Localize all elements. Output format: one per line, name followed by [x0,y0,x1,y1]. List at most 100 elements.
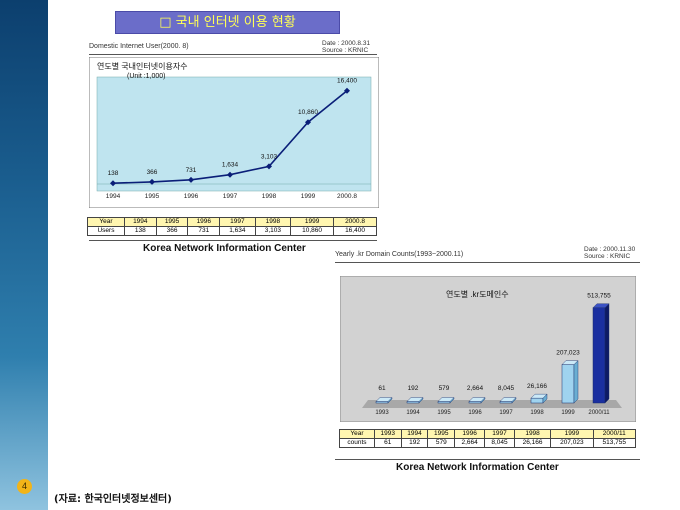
chart2-data-label: 513,755 [587,293,611,300]
chart2-caption: Yearly .kr Domain Counts(1993~2000.11) [335,251,464,258]
sidebar-gradient [0,0,48,510]
table-cell: 1996 [187,217,221,227]
chart1-caption: Domestic Internet User(2000. 8) [89,43,189,50]
chart2-data-label: 579 [439,385,450,392]
chart2-data-label: 26,166 [527,383,547,390]
chart1-title: 연도별 국내인터넷이용자수 [97,61,188,71]
chart1-tick-label: 1996 [184,193,199,200]
chart2-bar-chart: 연도별 .kr도메인수 61 192 579 2,664 8,045 26,166 207,… [340,276,636,422]
chart2-date: Date : 2000.11.30 [584,246,636,253]
table-cell: 1994 [400,429,429,439]
chart1-bottom-rule [89,240,377,241]
chart2-tick-label: 1999 [561,410,575,416]
chart2-bar [406,401,420,404]
chart2-bar-top [592,303,610,308]
table-cell: Year [339,429,375,439]
chart1-point [305,119,311,126]
page-number-badge: 4 [17,479,32,494]
chart1-top-rule [89,54,377,55]
chart1-points [110,87,350,187]
chart2-tick-label: 1998 [530,410,544,416]
chart2-bar-top [530,393,548,399]
table-cell: 16,400 [333,226,377,236]
chart2-data-labels: 61 192 579 2,664 8,045 26,166 207,023 513,755 [378,293,611,392]
table-cell: 1994 [123,217,157,227]
chart2-bar [468,401,482,404]
chart2-bars [375,303,610,404]
table-cell: 1998 [254,217,292,227]
chart2-source: Source : KRNIC [584,253,631,260]
chart2-tick-label: 2000/11 [588,410,610,416]
chart2-title: 연도별 .kr도메인수 [446,289,509,299]
table-cell: 1997 [484,429,515,439]
chart2-tick-labels: 1993 1994 1995 1996 1997 1998 1999 2000/11 [375,410,610,416]
chart2-bar [592,307,606,404]
table-cell: 1997 [219,217,256,227]
chart1-data-label: 1,634 [222,162,239,169]
table-cell: 2000/11 [592,429,637,439]
chart2-bar-top [375,397,393,402]
table-row: Users 138 366 731 1,634 3,103 10,860 16,400 [87,226,377,236]
chart2-bar-side [573,360,579,404]
table-cell: 61 [373,438,402,448]
chart2-tick-label: 1996 [468,410,482,416]
table-cell: 513,755 [592,438,637,448]
chart2-bottom-rule [335,459,640,460]
table-row: Year 1994 1995 1996 1997 1998 1999 2000.8 [87,217,377,227]
chart2-floor [362,400,622,408]
chart2-footer: Korea Network Information Center [396,462,559,473]
chart1-plot-area [96,76,372,192]
table-cell: Users [87,226,125,236]
chart2-bar-side [604,303,610,404]
chart1-tick-labels: 1994 1995 1996 1997 1998 1999 2000.8 [106,193,358,200]
table-cell: 3,103 [254,226,292,236]
chart2-top-rule [335,262,640,263]
chart2-data-label: 8,045 [498,385,515,392]
chart2-bar [437,401,451,404]
table-row: Year 1993 1994 1995 1996 1997 1998 1999 2000/11 [339,429,637,439]
chart1-data-label: 3,103 [261,153,278,160]
chart1-line-chart: 연도별 국내인터넷이용자수 (Unit :1,000) 138 366 731 1,6… [89,57,379,208]
table-cell: 138 [123,226,157,236]
table-cell: 1995 [155,217,189,227]
chart2-bar-top [468,397,486,402]
chart1-data-label: 10,860 [298,109,318,116]
table-cell: 26,166 [513,438,552,448]
chart1-point [149,178,155,185]
chart1-data-label: 366 [147,169,158,176]
chart2-bar [561,364,575,404]
page-title: □ 국내 인터넷 이용 현황 [115,11,340,34]
chart1-point [344,87,350,94]
chart1-data-label: 16,400 [337,78,357,85]
chart2-tick-label: 1997 [499,410,513,416]
table-cell: Year [87,217,125,227]
table-cell: 1999 [290,217,335,227]
table-cell: 731 [187,226,221,236]
chart2-data-label: 192 [408,385,419,392]
table-cell: 192 [400,438,429,448]
source-note: (자료: 한국인터넷정보센터) [54,494,172,505]
table-cell: 2,664 [454,438,486,448]
table-cell: 10,860 [290,226,335,236]
chart1-point [266,163,272,170]
chart2-data-label: 61 [378,385,386,392]
chart2-tick-label: 1993 [375,410,389,416]
chart1-source: Source : KRNIC [322,47,369,54]
chart2-data-label: 207,023 [556,350,580,357]
chart1-data-label: 731 [186,167,197,174]
chart2-bar-top [499,397,517,402]
chart2-data-label: 2,664 [467,385,484,392]
chart1-tick-label: 1995 [145,193,160,200]
chart1-point [227,171,233,178]
chart1-data-labels: 138 366 731 1,634 3,103 10,860 16,400 [108,78,358,177]
chart1-tick-label: 1998 [262,193,277,200]
chart1-tick-label: 2000.8 [337,193,357,200]
table-cell: 1,634 [219,226,256,236]
chart2-bar [530,397,544,404]
table-cell: 579 [427,438,456,448]
table-cell: 207,023 [550,438,594,448]
chart2-bar-top [406,397,424,402]
chart2-bar [375,401,389,404]
table-cell: 2000.8 [333,217,377,227]
table-cell: 1998 [513,429,552,439]
